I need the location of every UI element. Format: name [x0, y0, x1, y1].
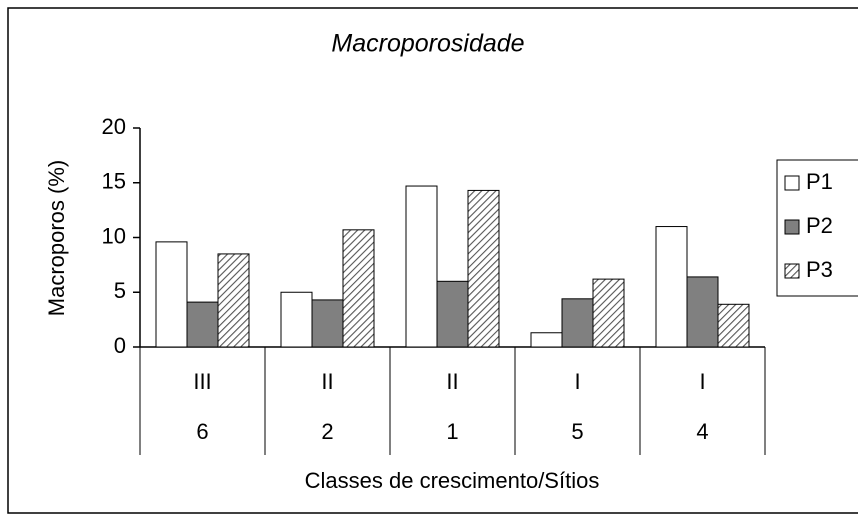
y-tick-label: 5 — [114, 278, 126, 303]
x-group-label: I — [699, 369, 705, 394]
chart-title: Macroporosidade — [331, 30, 524, 58]
x-tick-label: 1 — [446, 419, 458, 444]
bar — [280, 291, 313, 348]
bar — [186, 301, 219, 348]
bar — [436, 280, 469, 348]
bar — [405, 185, 438, 348]
x-group-label: I — [574, 369, 580, 394]
y-tick-label: 0 — [114, 333, 126, 358]
bar — [311, 299, 344, 348]
bar — [217, 253, 250, 348]
x-tick-label: 5 — [571, 419, 583, 444]
legend-swatch — [784, 263, 800, 279]
x-tick-label: 6 — [196, 419, 208, 444]
legend-swatch — [784, 219, 800, 235]
y-tick-label: 20 — [102, 114, 126, 139]
legend-label: P1 — [806, 169, 833, 194]
bar — [655, 226, 688, 348]
bar — [467, 189, 500, 348]
legend-swatch — [784, 175, 800, 191]
bar — [155, 241, 188, 348]
y-tick-label: 15 — [102, 169, 126, 194]
x-axis-label: Classes de crescimento/Sítios — [305, 468, 600, 493]
bar — [686, 276, 719, 348]
bar — [530, 332, 563, 348]
x-tick-label: 2 — [321, 419, 333, 444]
legend-label: P2 — [806, 213, 833, 238]
x-group-label: II — [321, 369, 333, 394]
x-group-label: III — [193, 369, 211, 394]
x-tick-label: 4 — [696, 419, 708, 444]
bar — [717, 303, 750, 348]
legend-label: P3 — [806, 257, 833, 282]
y-tick-label: 10 — [102, 223, 126, 248]
bar — [342, 229, 375, 348]
y-axis-label: Macroporos (%) — [44, 160, 69, 316]
bar — [561, 298, 594, 348]
x-group-label: II — [446, 369, 458, 394]
bar — [592, 278, 625, 348]
